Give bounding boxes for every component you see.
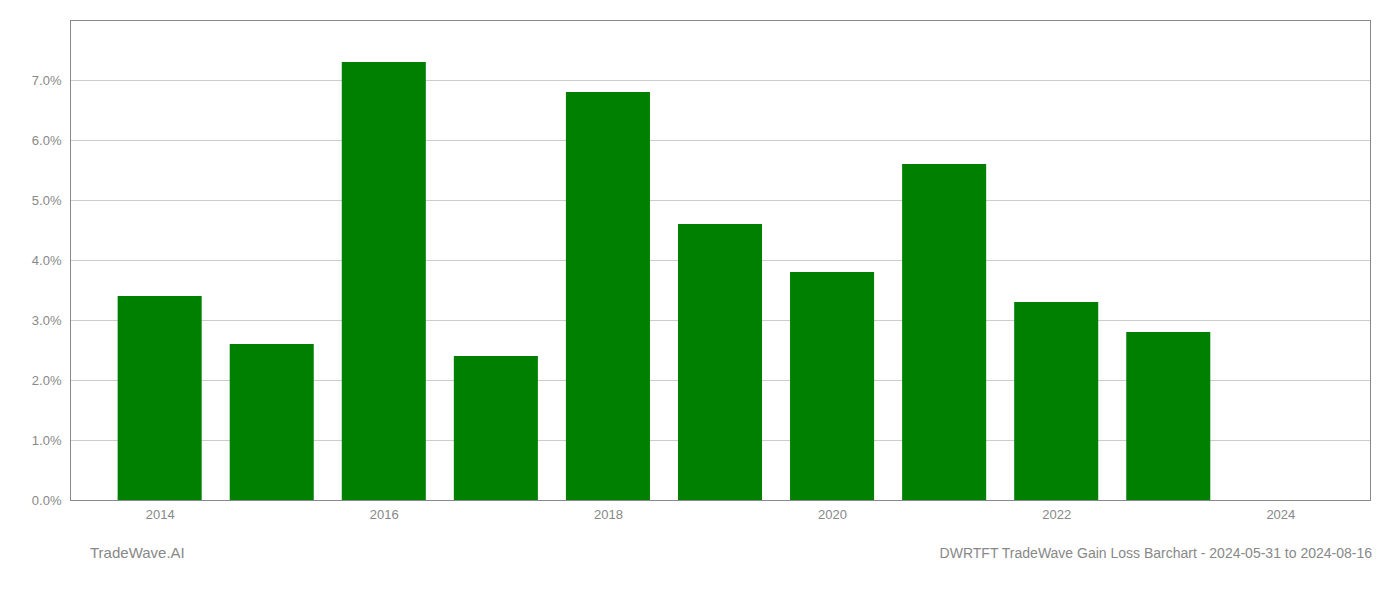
svg-text:4.0%: 4.0%	[32, 253, 62, 268]
svg-text:5.0%: 5.0%	[32, 193, 62, 208]
svg-text:2024: 2024	[1266, 507, 1295, 522]
svg-text:3.0%: 3.0%	[32, 313, 62, 328]
html-text:DWRTFT TradeWave Gain Loss Bar: DWRTFT TradeWave Gain Loss Barchart - 20…	[939, 545, 1372, 561]
svg-text:7.0%: 7.0%	[32, 73, 62, 88]
svg-text:2020: 2020	[818, 507, 847, 522]
svg-text:2022: 2022	[1042, 507, 1071, 522]
svg-text:2014: 2014	[146, 507, 175, 522]
svg-text:2018: 2018	[594, 507, 623, 522]
svg-text:2016: 2016	[370, 507, 399, 522]
svg-text:0.0%: 0.0%	[32, 493, 62, 508]
svg-text:1.0%: 1.0%	[32, 433, 62, 448]
html-text:TradeWave.AI: TradeWave.AI	[90, 544, 185, 561]
svg-text:2.0%: 2.0%	[32, 373, 62, 388]
svg-text:6.0%: 6.0%	[32, 133, 62, 148]
